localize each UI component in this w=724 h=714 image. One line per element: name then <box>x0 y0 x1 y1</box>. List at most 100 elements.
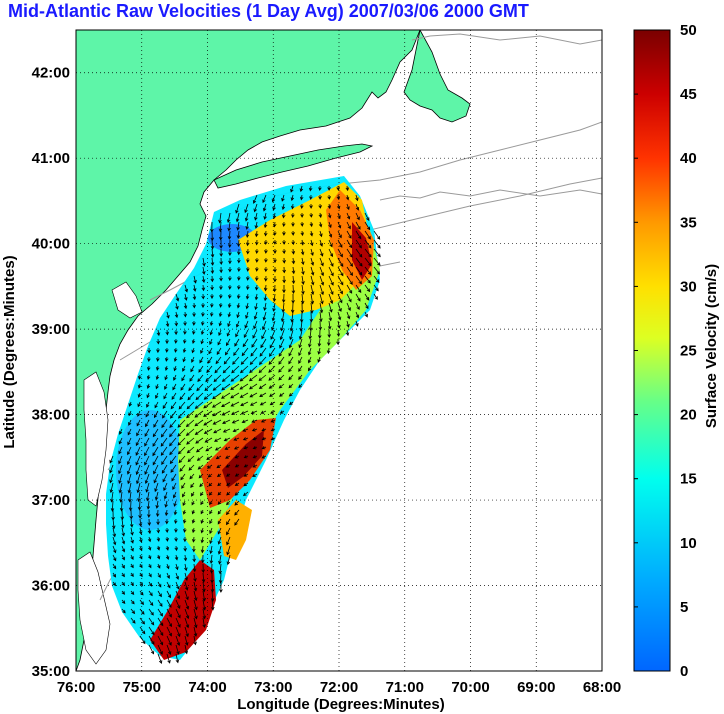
velocity-arrow <box>184 572 188 582</box>
velocity-arrow <box>193 608 198 620</box>
velocity-arrow <box>192 329 196 335</box>
velocity-arrow <box>318 221 323 228</box>
velocity-arrow <box>128 419 132 426</box>
velocity-arrow <box>226 491 231 496</box>
velocity-arrow <box>148 581 153 587</box>
velocity-arrow <box>194 428 204 435</box>
velocity-arrow <box>185 428 195 436</box>
x-tick-labels: 76:00 75:00 74:00 73:00 72:00 71:00 70:00 69:00… <box>57 679 621 696</box>
velocity-arrow <box>157 626 164 637</box>
velocity-arrow <box>189 374 195 382</box>
velocity-arrow <box>280 311 285 323</box>
velocity-arrow <box>337 293 343 304</box>
velocity-arrow <box>147 527 152 535</box>
velocity-arrow <box>155 392 159 399</box>
colorbar-tick-label: 45 <box>680 86 697 103</box>
velocity-arrow <box>172 383 177 391</box>
velocity-arrow <box>188 464 195 471</box>
velocity-arrow <box>183 311 188 318</box>
velocity-arrow <box>364 212 370 222</box>
velocity-arrow <box>186 446 195 454</box>
velocity-arrow <box>355 248 363 258</box>
velocity-arrow <box>234 482 240 486</box>
velocity-arrow <box>255 266 259 272</box>
delaware-bay <box>111 281 143 319</box>
velocity-arrow <box>173 365 177 372</box>
velocity-arrow <box>273 230 277 237</box>
velocity-arrow <box>319 257 324 267</box>
velocity-arrow <box>218 212 222 224</box>
velocity-arrow <box>144 428 150 437</box>
velocity-arrow <box>232 428 240 433</box>
velocity-arrow <box>127 437 132 446</box>
velocity-arrow <box>290 194 295 202</box>
velocity-arrow <box>241 347 249 357</box>
velocity-arrow <box>212 392 222 400</box>
velocity-arrow <box>147 554 152 560</box>
velocity-arrow <box>157 644 163 655</box>
velocity-arrow <box>192 320 196 326</box>
velocity-arrow <box>310 284 315 296</box>
velocity-arrow <box>234 509 240 516</box>
velocity-arrow <box>207 473 213 478</box>
velocity-arrow <box>291 266 296 275</box>
velocity-arrow <box>246 266 250 272</box>
land-cape-cod <box>403 30 471 123</box>
velocity-arrow <box>174 536 178 542</box>
velocity-arrow <box>337 257 344 268</box>
velocity-arrow <box>209 500 213 505</box>
velocity-arrow <box>309 230 314 237</box>
velocity-arrow <box>130 581 134 586</box>
velocity-arrow <box>173 374 177 381</box>
velocity-arrow <box>254 212 258 221</box>
velocity-arrow <box>228 293 232 299</box>
velocity-arrow <box>201 293 205 300</box>
velocity-arrow <box>291 230 295 236</box>
velocity-arrow <box>249 392 258 398</box>
velocity-arrow <box>236 302 241 309</box>
velocity-arrow <box>327 329 331 338</box>
velocity-arrow <box>209 509 213 515</box>
velocity-arrow <box>222 365 231 374</box>
velocity-arrow <box>153 464 159 475</box>
velocity-arrow <box>210 294 214 300</box>
velocity-arrow <box>172 491 177 499</box>
velocity-arrow <box>129 518 134 528</box>
velocity-arrow <box>225 455 231 459</box>
velocity-arrow <box>138 509 142 519</box>
velocity-arrow <box>227 320 231 328</box>
x-tick-label: 73:00 <box>254 679 292 696</box>
velocity-arrow <box>201 320 205 326</box>
velocity-arrow <box>298 329 303 341</box>
velocity-arrow <box>373 239 381 249</box>
velocity-arrow <box>192 311 196 318</box>
velocity-arrow <box>232 356 240 365</box>
velocity-arrow <box>355 239 362 249</box>
velocity-arrow <box>280 320 285 332</box>
velocity-arrow <box>288 401 294 405</box>
velocity-arrow <box>258 356 267 366</box>
velocity-arrow <box>364 248 372 258</box>
velocity-arrow <box>308 365 312 372</box>
velocity-arrow <box>112 572 117 578</box>
plot-frame <box>75 29 603 672</box>
velocity-arrow <box>250 347 258 357</box>
velocity-arrow <box>182 518 187 524</box>
velocity-arrow <box>212 410 222 417</box>
velocity-arrow <box>337 239 343 248</box>
velocity-arrow <box>169 410 177 419</box>
velocity-arrow <box>209 338 213 345</box>
velocity-arrow <box>175 608 181 619</box>
velocity-arrow <box>161 455 168 466</box>
velocity-arrow <box>165 545 170 551</box>
velocity-arrow <box>219 275 223 282</box>
velocity-arrow <box>236 230 241 239</box>
velocity-arrow <box>319 266 324 277</box>
velocity-arrow <box>210 302 214 308</box>
velocity-arrow <box>246 257 250 264</box>
velocity-arrow <box>201 275 206 284</box>
velocity-arrow <box>234 338 240 347</box>
velocity-arrow <box>157 590 162 598</box>
velocity-arrow <box>252 437 258 441</box>
